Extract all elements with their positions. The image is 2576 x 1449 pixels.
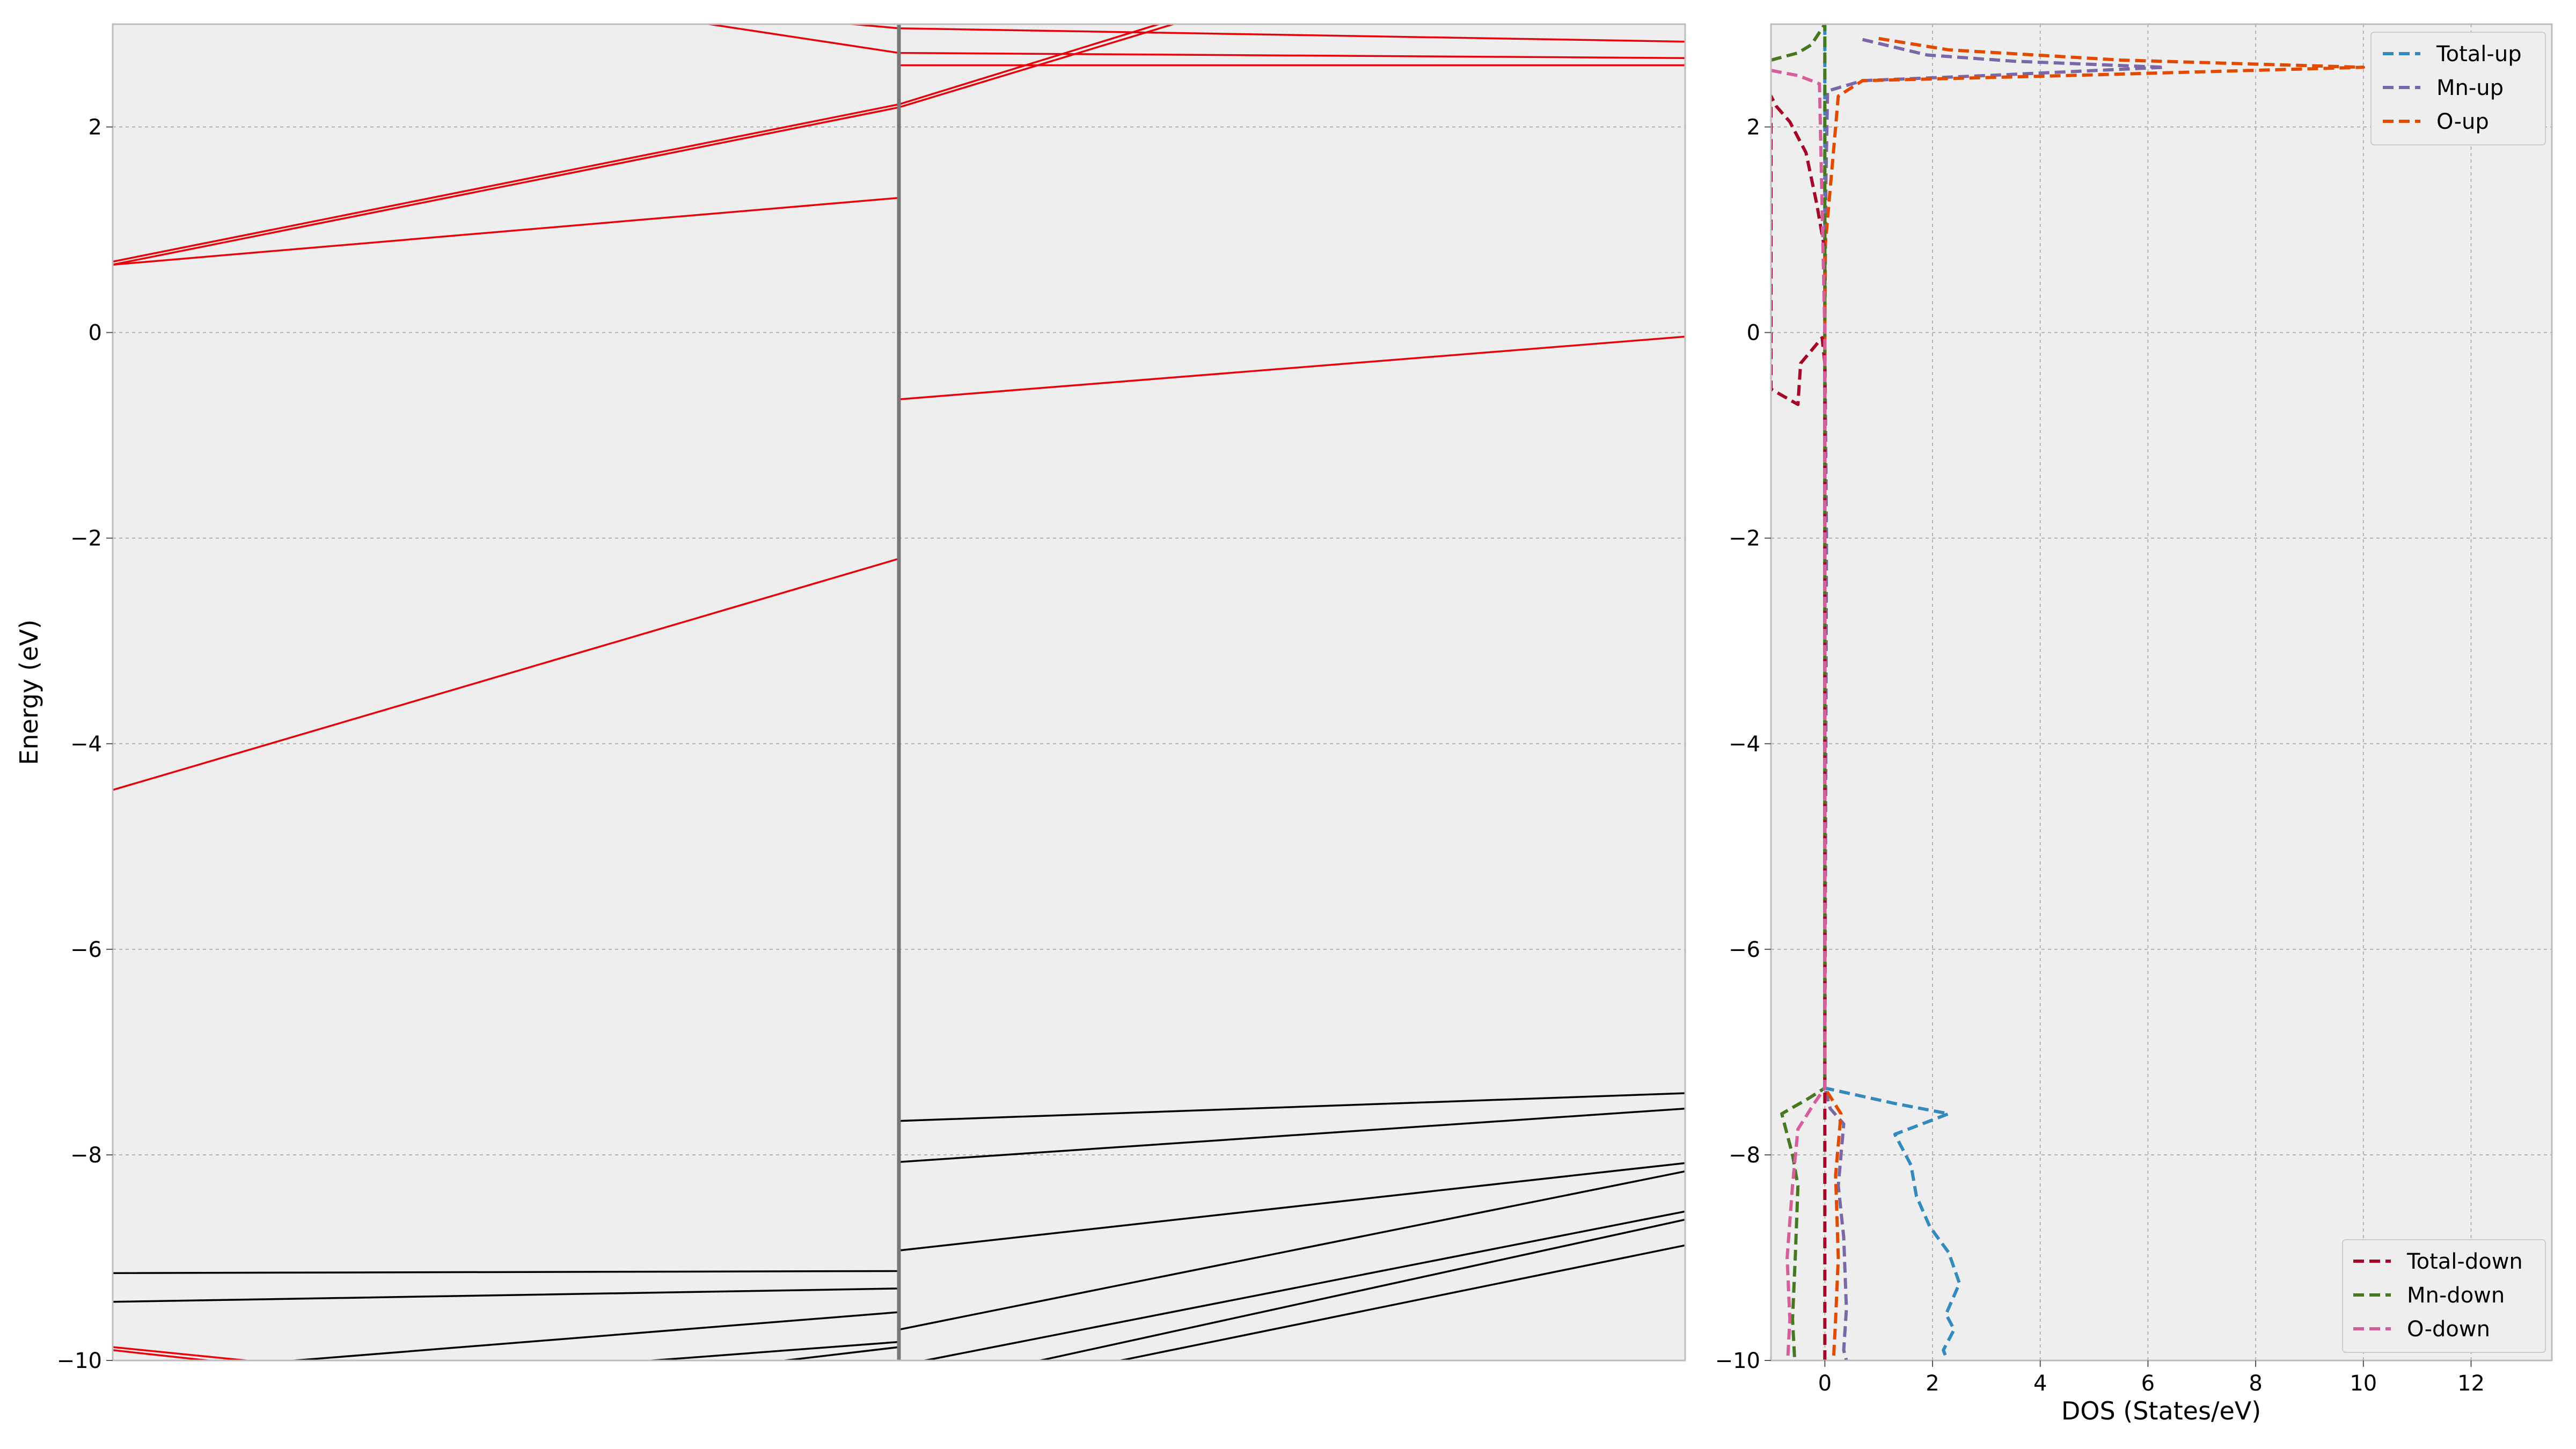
dos-x-axis-title: DOS (States/eV) (2061, 1396, 2261, 1425)
band-y-axis-title: Energy (eV) (14, 619, 43, 765)
dos-y-tick-label: −2 (1729, 526, 1760, 551)
dos-y-tick-label: −8 (1729, 1143, 1760, 1168)
band-y-tick-label: −2 (70, 526, 102, 551)
dos-y-tick-label: −10 (1715, 1349, 1760, 1373)
legend-up-box (2370, 32, 2546, 145)
band-y-tick-label: −6 (70, 938, 102, 962)
dos-series-total-up (1823, 24, 1962, 1360)
legend-label: Total-down (2406, 1249, 2523, 1274)
legend-spin-up: Total-up Mn-up O-up (2370, 32, 2546, 145)
spin-up-band (113, 1346, 255, 1360)
dos-x-tick-label: 6 (2141, 1371, 2155, 1396)
band-y-tick-label: −8 (70, 1143, 102, 1168)
dos-x-tick-label: 8 (2249, 1371, 2262, 1396)
legend-label: Mn-up (2436, 76, 2504, 100)
dos-plot-background (1771, 24, 2552, 1360)
band-y-tick-label: −10 (57, 1349, 102, 1373)
band-y-tick-label: −4 (70, 732, 102, 757)
dos-panel: −10−8−6−4−202 0 2 4 6 8 10 12 DOS (States/eV) … (1715, 23, 2553, 1425)
dos-x-tick-label: 10 (2350, 1371, 2377, 1396)
legend-down-box (2342, 1239, 2546, 1353)
legend-label: Mn-down (2407, 1283, 2505, 1308)
legend-label: O-up (2436, 109, 2489, 134)
dos-series-o-down (1771, 69, 1827, 1360)
legend-label: O-down (2407, 1317, 2490, 1342)
dos-series-total-down (1771, 94, 1827, 1360)
dos-x-tick-label: 0 (1818, 1371, 1832, 1396)
dos-x-tick-label: 4 (2033, 1371, 2047, 1396)
dos-y-ticks: −10 −8 −6 −4 −2 0 2 (1715, 115, 1771, 1373)
band-y-tick-label: 2 (89, 115, 102, 140)
band-structure-panel: −10 −8 −6 −4 −2 0 2 Energy (eV) (14, 23, 1686, 1373)
dos-y-tick-label: −6 (1729, 938, 1760, 962)
dos-x-tick-label: 12 (2457, 1371, 2485, 1396)
dos-y-tick-label: −4 (1729, 732, 1760, 757)
dos-x-tick-label: 2 (1926, 1371, 1939, 1396)
dos-x-ticks: 0 2 4 6 8 10 12 (1818, 1360, 2485, 1396)
dos-series-o-up (1823, 36, 2365, 1360)
spin-up-band (113, 1349, 216, 1360)
legend-spin-down: Total-down Mn-down O-down (2342, 1239, 2546, 1353)
band-y-ticks: −10 −8 −6 −4 −2 0 2 (57, 115, 113, 1373)
band-plot-frame (112, 23, 1686, 1362)
dos-plot-frame (1770, 23, 2553, 1362)
dos-y-tick-label: 0 (1747, 321, 1760, 346)
legend-label: Total-up (2436, 42, 2522, 67)
dos-series-mn-down (1771, 24, 1827, 1360)
dos-y-tick-label: 2 (1747, 115, 1760, 140)
band-y-tick-label: 0 (89, 321, 102, 346)
dos-curves (1771, 24, 2365, 1360)
spin-down-band (1036, 1218, 1685, 1360)
spin-down-band (1116, 1244, 1685, 1360)
